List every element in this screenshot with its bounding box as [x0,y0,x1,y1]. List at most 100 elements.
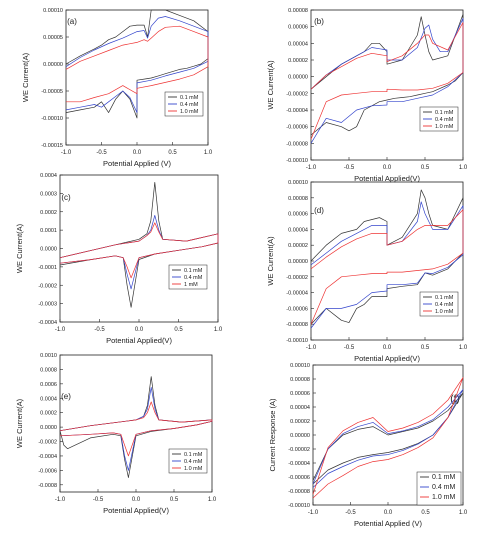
legend-label: 0.4 mM [432,484,456,491]
x-axis-label: Potential Applied(V) [354,354,420,363]
legend-label: 0.1 mM [432,474,456,481]
y-tick-label: 0.00000 [43,62,63,68]
x-tick-label: 0.5 [421,510,430,516]
y-tick-label: -0.00006 [286,306,308,312]
y-tick-label: -0.0002 [38,440,57,446]
y-axis-label: WE Current(A) [15,398,24,448]
y-tick-label: 0.00010 [288,180,308,186]
y-tick-label: 0.00002 [288,58,308,64]
x-tick-label: 1.0 [214,327,223,333]
y-tick-label: 0.0008 [40,367,57,373]
y-tick-label: -0.00010 [41,116,63,122]
y-tick-label: 0.0004 [40,173,57,179]
plot-frame [310,9,464,161]
x-tick-label: -1.0 [306,165,317,171]
legend: 0.1 mM0.4 mM1.0 mM [419,291,459,317]
x-tick-label: -0.5 [344,345,355,351]
legend-label: 0.1 mM [184,268,203,274]
panel-label: (d) [314,206,324,215]
x-tick-label: 1.0 [208,497,217,503]
chart-panel-2: -1.0 -0.5 0.0 0.5 1.0 -0.00010 -0.00008 -0.0000… [266,8,468,183]
legend-label: 0.1 mM [435,110,454,116]
series-line [312,392,464,485]
y-tick-label: -0.0006 [38,468,57,474]
y-axis-label: WE Current(A) [266,236,275,286]
x-axis-label: Potential Applied(V) [106,336,172,345]
legend-label: 0.1 mM [180,95,199,101]
y-tick-label: 0.00004 [290,405,310,411]
y-tick-label: 0.0002 [40,411,57,417]
y-tick-label: -0.0003 [38,302,57,308]
panel-label: (a) [67,17,77,26]
y-tick-label: -0.00008 [286,322,308,328]
y-tick-label: 0.0004 [40,396,57,402]
plot-frame [59,174,219,323]
y-tick-label: 0.00006 [288,212,308,218]
y-tick-label: 0.00006 [290,391,310,397]
legend-label: 1 mM [184,282,198,288]
y-tick-label: 0.0002 [40,210,57,216]
y-tick-label: 0.0001 [40,228,57,234]
legend-label: 1.0 mM [432,494,456,501]
y-tick-label: 0.00000 [288,75,308,81]
y-tick-label: 0.00000 [290,433,310,439]
legend-label: 0.4 mM [435,302,454,308]
series-line [312,377,464,499]
y-axis-label: Current Response (A) [268,398,277,471]
y-tick-label: 0.00008 [288,196,308,202]
x-axis-label: Potential Applied(V) [354,174,420,183]
series-line [310,22,464,140]
y-tick-label: 0.00004 [288,41,308,47]
y-tick-label: -0.00010 [288,503,310,509]
legend: 0.1 mM0.4 mM1.0 mM [164,91,204,117]
y-tick-label: 0.00005 [43,35,63,41]
y-axis-label: WE Current(A) [15,223,24,273]
y-tick-label: 0.00002 [288,243,308,249]
series-line [310,209,464,325]
x-tick-label: 0.0 [133,150,142,156]
x-tick-label: 0.0 [383,165,392,171]
y-tick-label: 0.00004 [288,227,308,233]
y-tick-label: 0.0006 [40,382,57,388]
y-tick-label: -0.00002 [286,91,308,97]
y-tick-label: 0.0010 [40,353,57,359]
x-tick-label: 0.5 [174,327,183,333]
series-line [312,389,464,488]
legend-label: 0.4 mM [184,275,203,281]
legend-box [416,471,462,506]
legend: 0.1 mM 0.4 mM 1.0 mM [416,471,462,506]
x-tick-label: -1.0 [55,327,66,333]
y-tick-label: 0.00000 [288,259,308,265]
y-tick-label: 0.00008 [290,377,310,383]
x-tick-label: -0.5 [345,510,356,516]
panel-label: (b) [314,17,324,26]
panel-label: (c) [61,193,71,202]
y-tick-label: 0.00010 [290,363,310,369]
x-tick-label: 1.0 [459,345,468,351]
y-tick-label: 0.0000 [40,425,57,431]
chart-panel-4: -1.0 -0.5 0.0 0.5 1.0 -0.00010 -0.00008 -0.0000… [266,180,468,363]
x-tick-label: 1.0 [459,165,468,171]
y-axis-label: WE Current(A) [266,60,275,110]
legend: 0.1 mM0.4 mM1 mM [168,264,208,290]
y-tick-label: -0.0004 [38,320,57,326]
y-tick-label: -0.0004 [38,454,57,460]
y-tick-label: 0.0003 [40,191,57,197]
legend-label: 1.0 mM [435,309,454,315]
x-tick-label: -0.5 [96,150,107,156]
x-tick-label: -0.5 [94,327,105,333]
y-tick-label: -0.00004 [286,108,308,114]
x-tick-label: -1.0 [55,497,66,503]
y-tick-label: -0.00015 [41,143,63,149]
x-tick-label: 1.0 [204,150,213,156]
y-tick-label: -0.00005 [41,89,63,95]
y-tick-label: -0.00006 [286,125,308,131]
legend: 0.1 mM0.4 mM1.0 mM [168,448,208,474]
legend-label: 1.0 mM [180,109,199,115]
y-tick-label: -0.00002 [288,447,310,453]
y-axis-label: WE Current(A) [21,52,30,102]
legend-label: 0.1 mM [435,295,454,301]
y-tick-label: -0.00002 [286,275,308,281]
x-axis-label: Potential Applied (V) [354,519,422,528]
